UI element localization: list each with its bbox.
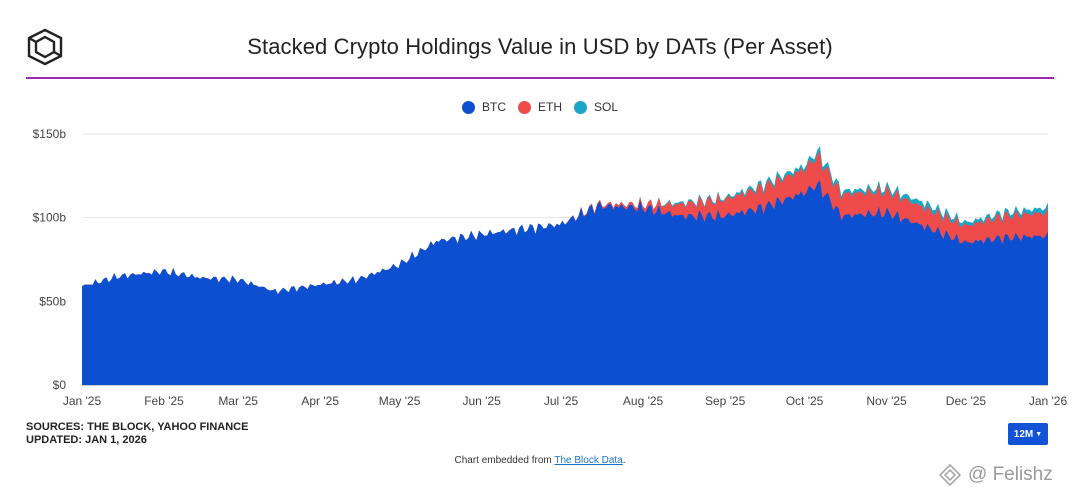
legend-label-sol: SOL (593, 100, 618, 114)
legend-dot-btc (461, 100, 475, 114)
legend-item-btc[interactable]: BTC (461, 100, 506, 114)
embed-prefix: Chart embedded from (454, 455, 555, 466)
watermark-logo-icon (938, 464, 962, 486)
series-area-btc (82, 180, 1048, 385)
x-tick-label: Sep '25 (705, 394, 746, 408)
the-block-logo-icon[interactable] (25, 27, 65, 67)
legend-item-eth[interactable]: ETH (517, 100, 562, 114)
y-tick-label: $150b (33, 127, 67, 141)
embed-note: Chart embedded from The Block Data. (0, 455, 1080, 466)
x-tick-label: Jan '25 (63, 394, 102, 408)
the-block-data-link[interactable]: The Block Data (554, 455, 623, 466)
legend-label-eth: ETH (537, 100, 562, 114)
x-tick-label: Nov '25 (866, 394, 907, 408)
watermark-text: @ Felishz (968, 464, 1053, 485)
legend-label-btc: BTC (481, 100, 506, 114)
legend-dot-sol (573, 100, 587, 114)
x-tick-label: Jan '26 (1029, 394, 1068, 408)
sources-block: SOURCES: THE BLOCK, YAHOO FINANCE UPDATE… (26, 421, 248, 447)
x-tick-label: Apr '25 (301, 394, 339, 408)
chart-header: Stacked Crypto Holdings Value in USD by … (0, 0, 1080, 78)
chart-legend: BTC ETH SOL (0, 100, 1080, 114)
x-tick-label: Aug '25 (623, 394, 664, 408)
chevron-down-icon: ▼ (1035, 430, 1043, 438)
legend-item-sol[interactable]: SOL (573, 100, 618, 114)
range-label: 12M (1013, 428, 1034, 440)
embed-suffix: . (622, 455, 626, 466)
x-tick-label: Feb '25 (144, 394, 184, 408)
x-tick-label: Jun '25 (462, 394, 501, 408)
watermark: @ Felishz (938, 464, 1053, 486)
y-tick-label: $100b (33, 211, 67, 225)
x-tick-label: Mar '25 (218, 394, 258, 408)
x-tick-label: Oct '25 (786, 394, 824, 408)
chart-title: Stacked Crypto Holdings Value in USD by … (247, 34, 833, 59)
x-tick-label: Jul '25 (544, 394, 579, 408)
header-divider (26, 77, 1054, 79)
legend-dot-eth (517, 100, 531, 114)
sources-text: SOURCES: THE BLOCK, YAHOO FINANCE (26, 421, 249, 433)
y-tick-label: $0 (53, 378, 67, 392)
x-tick-label: May '25 (379, 394, 421, 408)
updated-text: UPDATED: JAN 1, 2026 (26, 434, 147, 446)
x-tick-label: Dec '25 (946, 394, 987, 408)
y-tick-label: $50b (39, 294, 66, 308)
range-selector-button[interactable]: 12M ▼ (1008, 423, 1048, 445)
stacked-area-chart[interactable]: $0 $50b $100b $150b Jan '25 Feb '25 Mar '25 Apr… (0, 120, 1080, 420)
